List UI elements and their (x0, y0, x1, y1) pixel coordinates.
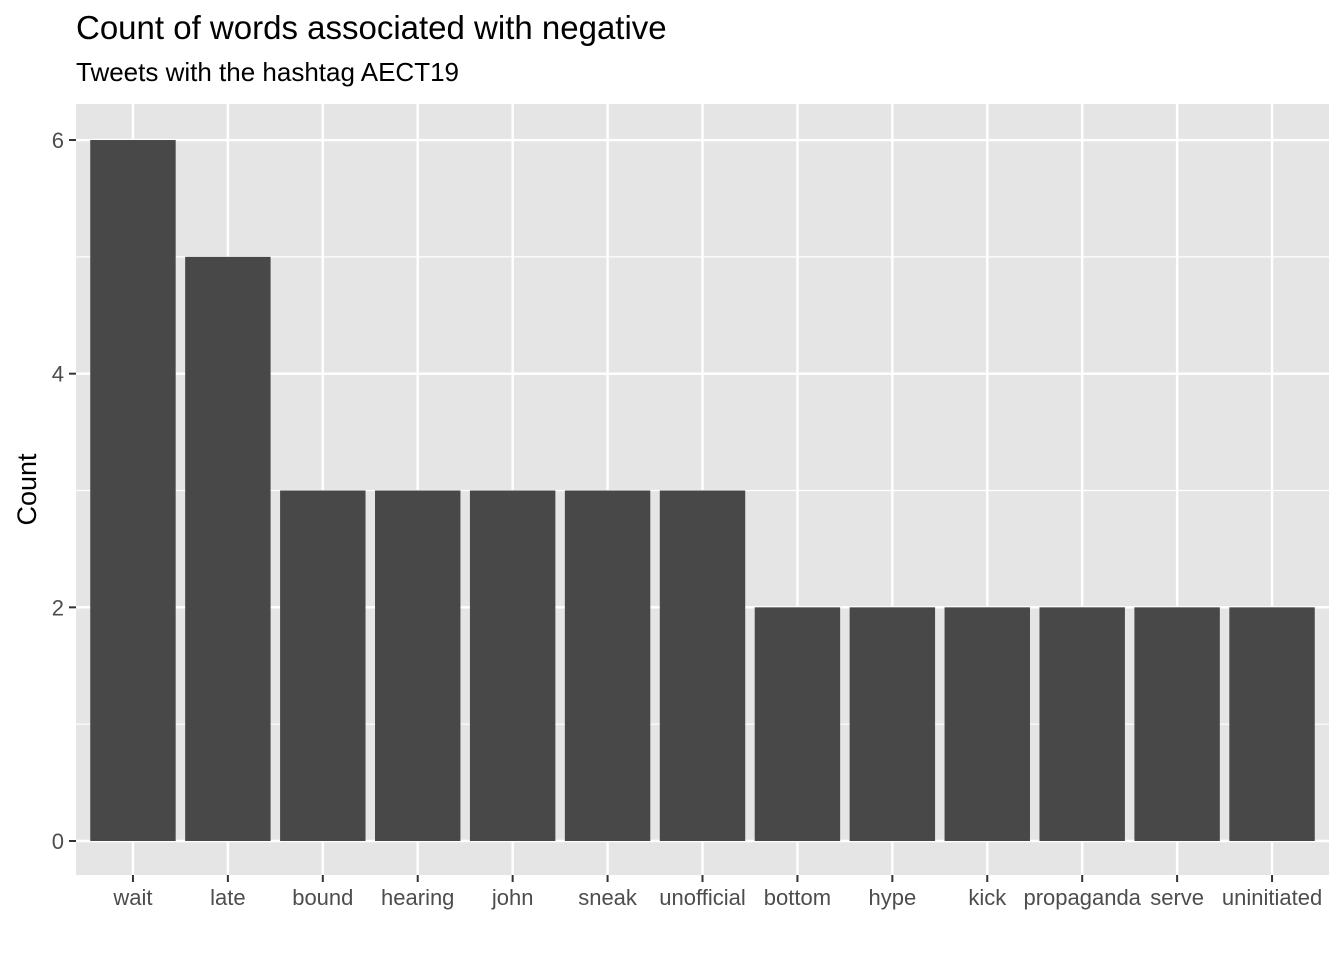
x-tick-label-late: late (210, 885, 245, 910)
x-tick-label-propaganda: propaganda (1023, 885, 1141, 910)
bar-wait (90, 140, 176, 841)
bar-hype (849, 607, 936, 841)
y-axis-title: Count (12, 453, 42, 526)
x-tick-label-serve: serve (1150, 885, 1204, 910)
bar-serve (1134, 607, 1220, 841)
bars (90, 140, 1315, 842)
bar-bottom (754, 607, 841, 841)
bar-propaganda (1039, 607, 1125, 841)
bar-hearing (375, 490, 461, 841)
x-tick-label-bottom: bottom (764, 885, 831, 910)
x-tick-label-uninitiated: uninitiated (1222, 885, 1322, 910)
x-tick-label-hearing: hearing (381, 885, 454, 910)
chart-title: Count of words associated with negative (76, 9, 667, 46)
x-tick-label-john: john (491, 885, 534, 910)
bar-kick (944, 607, 1030, 841)
bar-uninitiated (1229, 607, 1315, 841)
x-tick-label-sneak: sneak (578, 885, 638, 910)
x-tick-label-bound: bound (292, 885, 353, 910)
chart-subtitle: Tweets with the hashtag AECT19 (76, 57, 459, 87)
bar-late (185, 256, 271, 842)
y-tick-label: 4 (52, 362, 64, 387)
bar-sneak (564, 490, 651, 841)
y-tick-label: 6 (52, 128, 64, 153)
x-tick-label-hype: hype (868, 885, 916, 910)
x-tick-label-unofficial: unofficial (659, 885, 745, 910)
axes: 0 2 4 6 wait late bound hearing john sneak unoffic… (52, 128, 1322, 910)
bar-unofficial (659, 490, 746, 841)
bar-bound (280, 490, 366, 841)
y-tick-label: 2 (52, 595, 64, 620)
y-tick-label: 0 (52, 829, 64, 854)
x-tick-label-kick: kick (968, 885, 1007, 910)
bar-john (469, 490, 556, 841)
x-tick-label-wait: wait (112, 885, 152, 910)
